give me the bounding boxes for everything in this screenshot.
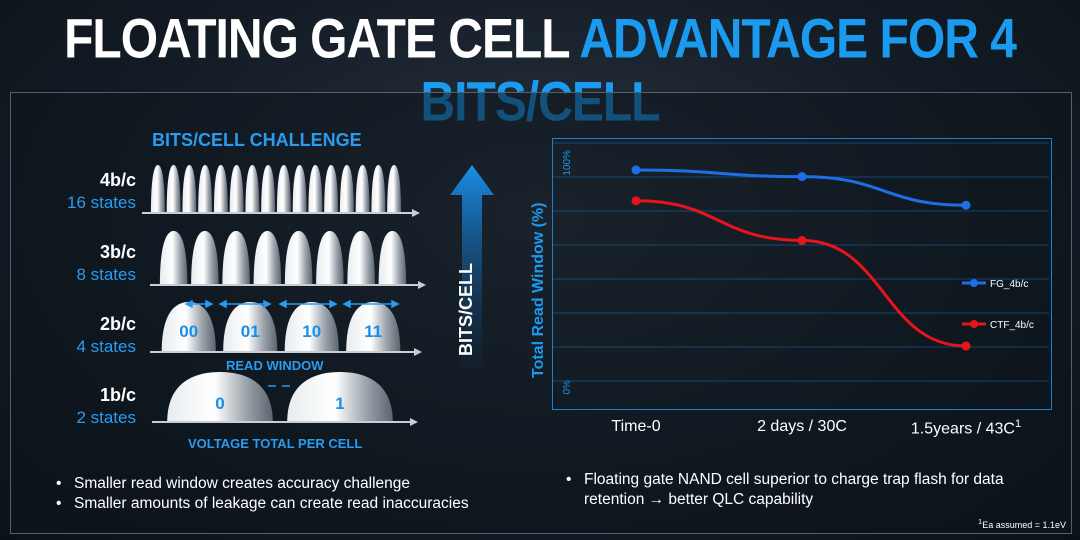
distribution-rows	[142, 165, 426, 426]
state-distribution	[229, 165, 244, 213]
state-distribution	[308, 165, 323, 213]
state-distribution	[161, 302, 216, 352]
x-tick-label: Time-0	[611, 418, 661, 435]
bits-label: 2b/c	[99, 314, 136, 334]
row-label-3b: 3b/c 8 states	[6, 242, 136, 285]
state-distribution	[324, 165, 339, 213]
state-value-label: 1	[335, 394, 345, 413]
state-distribution	[371, 165, 386, 213]
bits-cell-challenge-heading: BITS/CELL CHALLENGE	[152, 130, 362, 150]
state-value-label: 0	[215, 394, 225, 413]
state-distribution	[378, 231, 407, 285]
state-distribution	[347, 231, 375, 285]
y-axis-label: Total Read Window (%)	[530, 202, 547, 378]
page-title: FLOATING GATE CELL ADVANTAGE FOR 4 BITS/…	[0, 8, 1080, 135]
state-distribution	[339, 165, 354, 213]
state-distribution	[287, 372, 393, 422]
title-part-white: FLOATING GATE CELL	[64, 9, 570, 71]
read-window-markers	[184, 299, 400, 387]
state-distribution	[316, 231, 344, 285]
voltage-axis-arrow	[414, 348, 422, 356]
voltage-caption: VOLTAGE TOTAL PER CELL	[188, 436, 363, 451]
footnote: 1Ea assumed = 1.1eV	[978, 517, 1066, 530]
row-label-1b: 1b/c 2 states	[6, 385, 136, 428]
right-bullets: Floating gate NAND cell superior to char…	[562, 470, 1022, 510]
state-distribution	[222, 231, 250, 285]
left-bullets: Smaller read window creates accuracy cha…	[52, 474, 469, 514]
state-distribution	[253, 231, 282, 285]
bits-label: 3b/c	[99, 242, 136, 262]
state-distribution	[167, 372, 273, 422]
states-label: 2 states	[76, 408, 136, 427]
footnote-superscript: 1	[978, 517, 983, 526]
state-distribution	[346, 302, 401, 352]
bits-label: 4b/c	[99, 170, 136, 190]
state-distribution	[213, 165, 228, 213]
voltage-axis-arrow	[412, 209, 420, 217]
bullet-item: Smaller read window creates accuracy cha…	[52, 474, 469, 494]
voltage-axis-arrow	[410, 418, 418, 426]
x-tick-superscript: 1	[1014, 418, 1022, 430]
state-distribution	[166, 165, 181, 213]
state-distribution	[150, 165, 165, 213]
x-tick-label: 1.5years / 43C1	[910, 418, 1022, 438]
state-distribution	[387, 165, 402, 213]
bits-cell-up-arrow	[450, 165, 494, 370]
state-distribution	[182, 165, 197, 213]
bits-label: 1b/c	[99, 385, 136, 405]
state-distribution	[292, 165, 307, 213]
states-label: 4 states	[76, 337, 136, 356]
bits-cell-arrow-label: BITS/CELL	[456, 263, 476, 357]
state-value-label: 01	[240, 322, 260, 341]
bullet-item: Smaller amounts of leakage can create re…	[52, 494, 469, 514]
state-distribution	[284, 231, 313, 285]
footnote-text: Ea assumed = 1.1eV	[982, 520, 1066, 530]
state-value-label: 10	[302, 322, 322, 341]
state-distribution	[223, 302, 278, 352]
state-value-label: 00	[179, 322, 199, 341]
chart-frame	[552, 138, 1052, 410]
states-label: 8 states	[76, 265, 136, 284]
y-tick-top: 100%	[562, 150, 573, 176]
state-distribution	[159, 231, 188, 285]
state-distribution	[276, 165, 291, 213]
read-window-caption: READ WINDOW	[226, 358, 324, 373]
state-distribution	[245, 165, 260, 213]
row-label-2b: 2b/c 4 states	[6, 314, 136, 357]
row-label-4b: 4b/c 16 states	[6, 170, 136, 213]
state-distribution	[191, 231, 219, 285]
state-distribution	[261, 165, 276, 213]
bullet-item: Floating gate NAND cell superior to char…	[562, 470, 1022, 510]
state-distribution	[198, 165, 213, 213]
state-distribution	[284, 302, 339, 352]
states-label: 16 states	[67, 193, 136, 212]
state-value-label: 11	[364, 322, 383, 341]
voltage-axis-arrow	[418, 281, 426, 289]
state-distribution	[355, 165, 370, 213]
x-tick-label: 2 days / 30C	[757, 418, 847, 435]
y-tick-bottom: 0%	[562, 380, 573, 395]
